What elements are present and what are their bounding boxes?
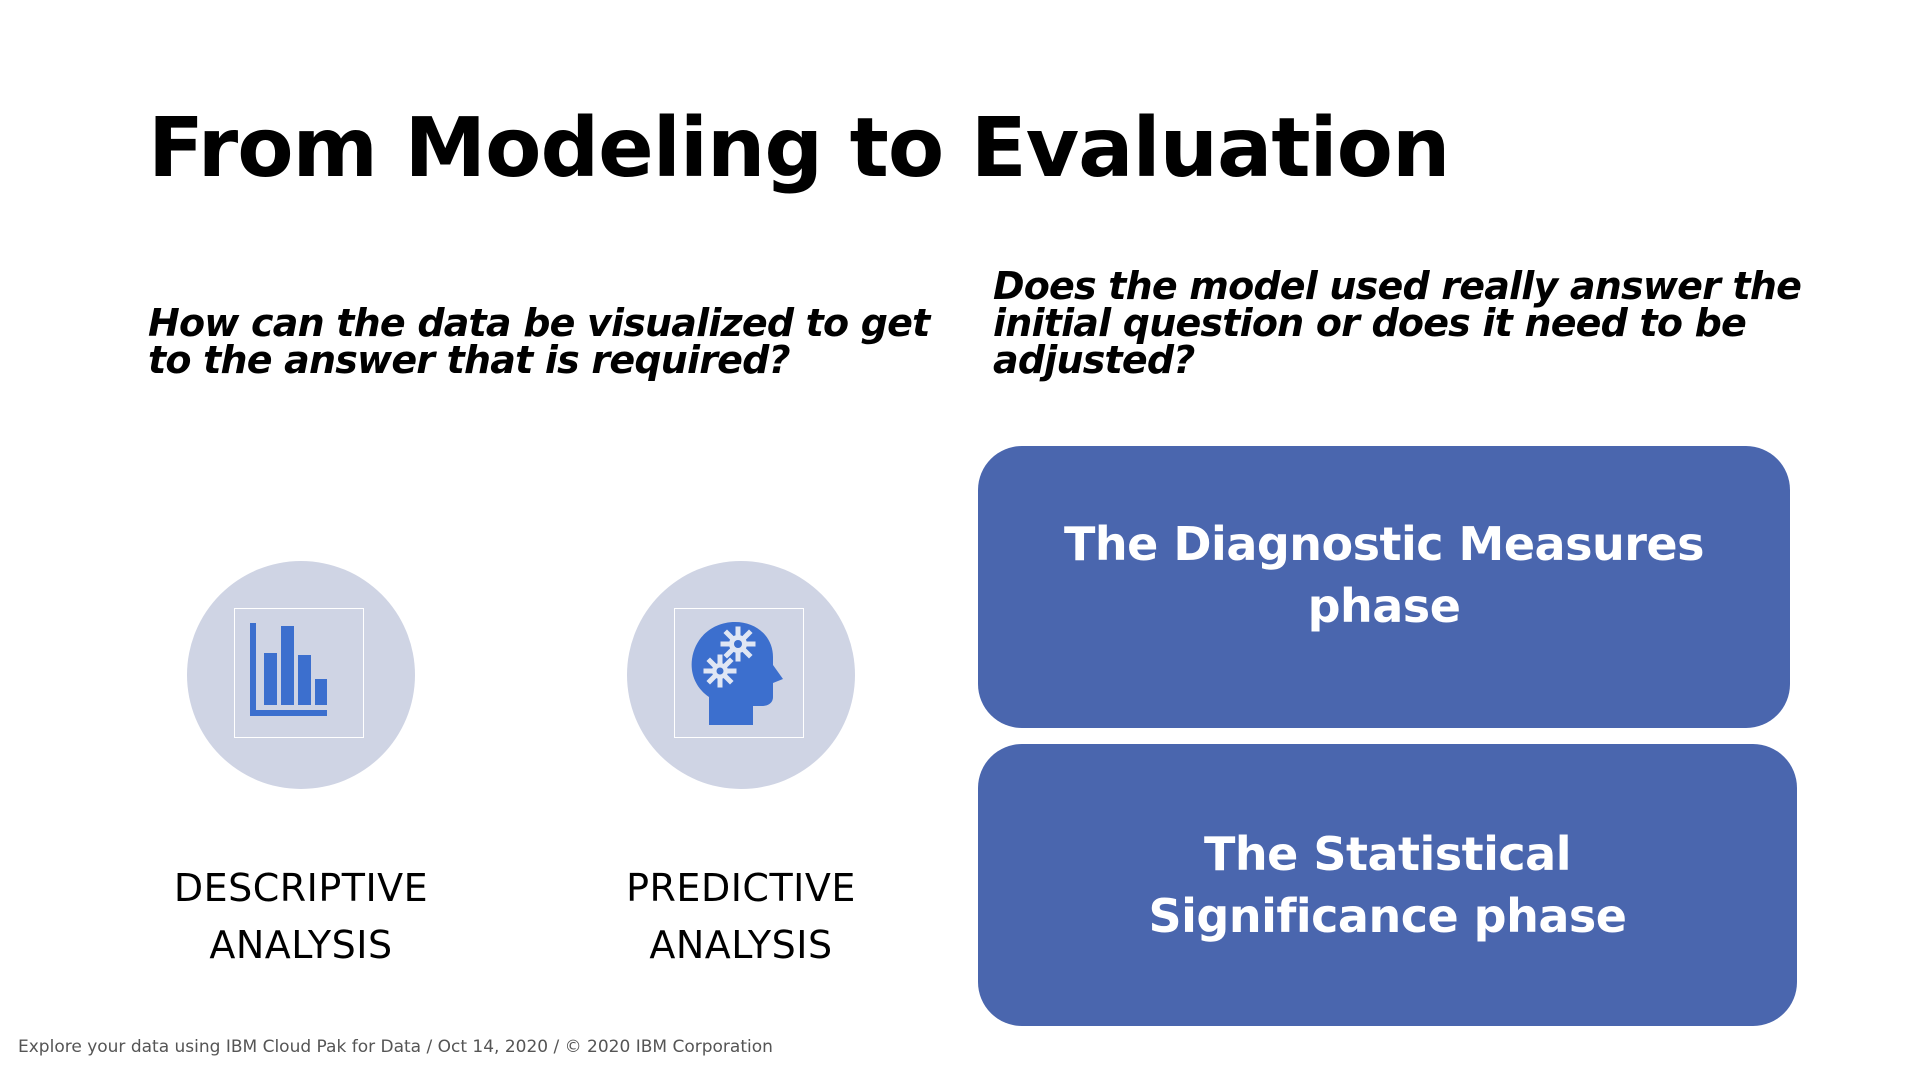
descriptive-analysis-label: DESCRIPTIVE ANALYSIS	[121, 860, 481, 974]
evaluation-question: Does the model used really answer the in…	[993, 264, 1802, 382]
bar-chart-icon	[250, 623, 327, 716]
slide-title: From Modeling to Evaluation	[148, 101, 1450, 196]
descriptive-label-line1: DESCRIPTIVE	[173, 866, 429, 910]
statistical-significance-phase-label: The Statistical Significance phase	[1148, 827, 1627, 943]
diagnostic-measures-phase-label: The Diagnostic Measures phase	[1064, 517, 1704, 633]
slide-footer: Explore your data using IBM Cloud Pak fo…	[18, 1037, 773, 1057]
predictive-icon-frame	[674, 608, 804, 738]
predictive-label-line1: PREDICTIVE	[626, 866, 856, 910]
visualization-question: How can the data be visualized to get to…	[148, 301, 930, 382]
descriptive-icon-frame	[234, 608, 364, 738]
predictive-label-line2: ANALYSIS	[649, 923, 833, 967]
predictive-analysis-label: PREDICTIVE ANALYSIS	[561, 860, 921, 974]
descriptive-label-line2: ANALYSIS	[209, 923, 393, 967]
predictive-icon-circle	[627, 561, 855, 789]
descriptive-icon-circle	[187, 561, 415, 789]
head-gears-icon	[691, 622, 783, 725]
diagnostic-measures-phase-box: The Diagnostic Measures phase	[978, 446, 1790, 728]
statistical-significance-phase-box: The Statistical Significance phase	[978, 744, 1797, 1026]
